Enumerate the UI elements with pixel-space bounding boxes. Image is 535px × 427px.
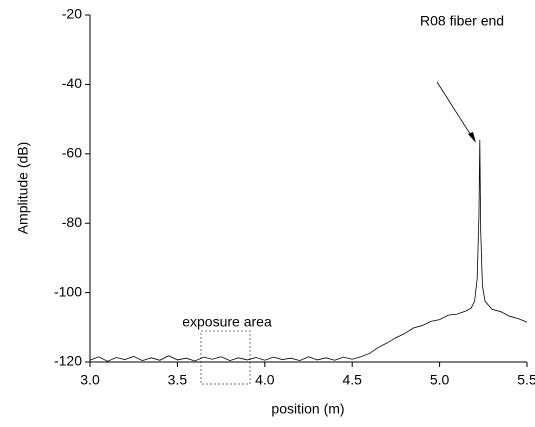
y-tick-label: -100	[54, 283, 82, 299]
y-tick-label: -120	[54, 353, 82, 369]
exposure-box	[200, 330, 251, 385]
x-tick-label: 4.0	[255, 372, 275, 388]
x-tick-label: 5.0	[430, 372, 450, 388]
annotation: exposure area	[182, 314, 272, 330]
x-tick-label: 3.0	[80, 372, 100, 388]
y-tick-label: -60	[62, 145, 82, 161]
arrow-head	[468, 132, 476, 143]
annotation: R08 fiber end	[420, 13, 504, 29]
annotation-arrow	[436, 81, 475, 141]
x-tick-label: 4.5	[342, 372, 362, 388]
line	[89, 139, 528, 362]
x-tick-label: 5.5	[517, 372, 535, 388]
x-tick-label: 3.5	[168, 372, 188, 388]
y-axis-label: Amplitude (dB)	[15, 142, 31, 235]
y-tick-label: -20	[62, 6, 82, 22]
y-tick-label: -40	[62, 75, 82, 91]
y-tick-label: -80	[62, 214, 82, 230]
x-axis-label: position (m)	[271, 401, 344, 417]
